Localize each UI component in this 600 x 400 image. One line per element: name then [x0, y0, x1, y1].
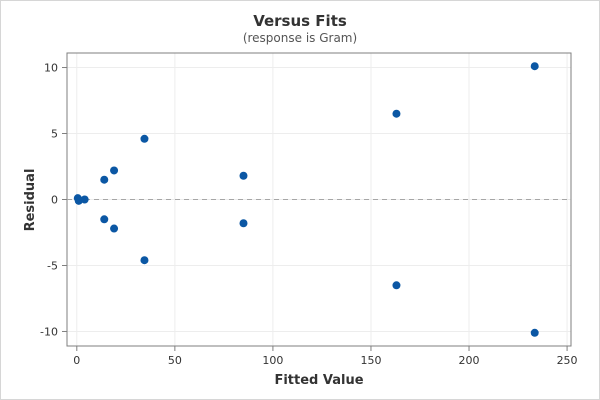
chart-title: Versus Fits: [253, 12, 347, 30]
x-tick-label: 50: [168, 354, 182, 367]
x-tick-label: 150: [360, 354, 381, 367]
residual-point: [392, 281, 401, 290]
residual-point: [239, 219, 248, 228]
residual-point: [110, 166, 119, 175]
residual-point: [80, 195, 89, 204]
x-axis-label: Fitted Value: [274, 373, 363, 388]
residual-point: [140, 134, 149, 143]
y-axis-ticks: -10 -5 0 5 10: [40, 62, 67, 338]
residual-point: [530, 328, 539, 337]
residual-point: [110, 224, 119, 233]
x-tick-label: 0: [73, 354, 80, 367]
residual-point: [392, 109, 401, 118]
residual-point: [100, 175, 109, 184]
y-tick-label: -5: [47, 259, 58, 272]
x-tick-label: 100: [262, 354, 283, 367]
residual-point: [530, 62, 539, 71]
data-points: [73, 62, 539, 337]
y-tick-label: 0: [51, 194, 58, 207]
x-tick-label: 250: [557, 354, 578, 367]
residual-point: [140, 256, 149, 265]
y-axis-label: Residual: [23, 169, 38, 232]
chart-subtitle: (response is Gram): [243, 31, 357, 45]
y-tick-label: -10: [40, 325, 58, 338]
x-tick-label: 200: [459, 354, 480, 367]
residual-point: [239, 171, 248, 180]
residual-point: [100, 215, 109, 224]
x-axis-ticks: 0 50 100 150 200 250: [73, 346, 578, 367]
y-tick-label: 10: [44, 62, 58, 75]
y-tick-label: 5: [51, 128, 58, 141]
